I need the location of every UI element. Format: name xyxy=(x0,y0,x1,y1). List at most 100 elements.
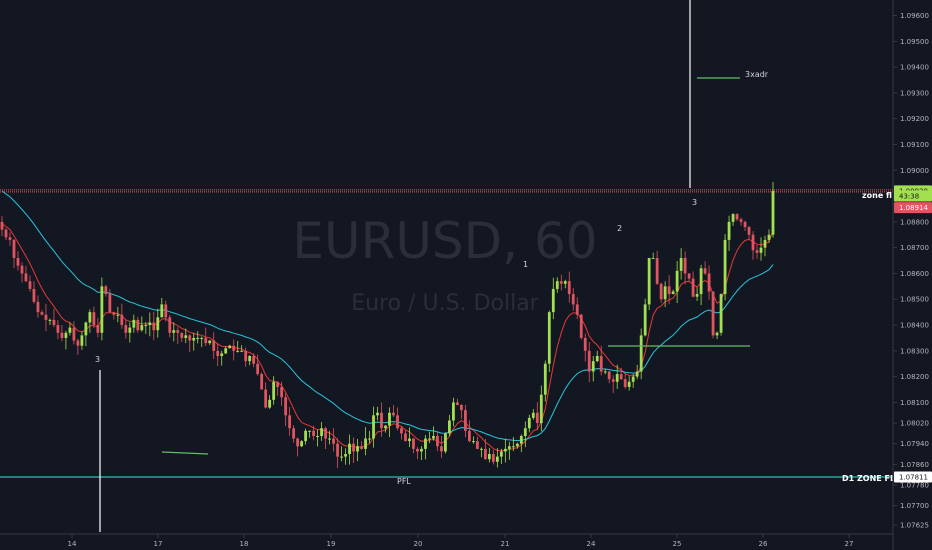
candle-body xyxy=(176,330,180,333)
candle-body xyxy=(539,394,543,424)
candle-body xyxy=(771,190,775,235)
candle-body xyxy=(128,327,132,333)
candle-body xyxy=(503,448,507,452)
candle-body xyxy=(475,441,479,449)
price-tick-label: 1.09400 xyxy=(900,64,929,72)
price-tick-label: 1.07860 xyxy=(900,461,929,469)
candle-body xyxy=(611,379,615,382)
candle-body xyxy=(236,350,240,352)
candle-body xyxy=(727,221,731,240)
candle-body xyxy=(607,371,611,380)
candle-body xyxy=(575,304,579,315)
candle-body xyxy=(747,227,751,235)
candle-body xyxy=(511,446,515,448)
label-wave-2: 2 xyxy=(617,224,622,233)
candle-body xyxy=(408,438,411,442)
drawings[interactable] xyxy=(99,0,750,532)
price-tick-label: 1.09500 xyxy=(900,38,929,46)
candle-body xyxy=(695,294,699,297)
candle-body xyxy=(88,312,92,323)
candle-body xyxy=(244,350,248,362)
candle-body xyxy=(324,428,327,439)
watermark-description: Euro / U.S. Dollar xyxy=(351,291,539,316)
candle-body xyxy=(495,456,499,462)
candle-body xyxy=(471,441,475,443)
candle-body xyxy=(140,325,144,331)
candle-body xyxy=(196,337,200,339)
candle-body xyxy=(739,219,743,222)
candle-body xyxy=(356,446,359,452)
label-d1-zone-flip: D1 ZONE FLIP xyxy=(842,474,904,483)
price-axis-panel[interactable] xyxy=(893,0,932,550)
candle-body xyxy=(595,356,599,362)
green-line-left[interactable] xyxy=(161,451,209,455)
candle-body xyxy=(148,322,152,326)
watermark-symbol: EURUSD, 60 xyxy=(292,212,597,270)
candle-body xyxy=(376,412,379,416)
candle-body xyxy=(280,386,284,398)
candle-body xyxy=(60,332,64,338)
candle-body xyxy=(683,257,687,274)
candle-body xyxy=(112,312,116,315)
candle-body xyxy=(392,412,395,416)
candle-body xyxy=(767,234,771,240)
candle-body xyxy=(164,304,168,318)
candle-body xyxy=(591,361,595,372)
candle-body xyxy=(100,286,104,333)
candle-body xyxy=(675,270,679,292)
candle-body xyxy=(567,281,571,295)
candle-body xyxy=(467,430,471,442)
candle-body xyxy=(120,314,124,326)
candle-body xyxy=(531,412,535,418)
candle-body xyxy=(491,454,495,462)
price-tag-label: 43:38 xyxy=(899,193,919,201)
label-3xadr: 3xadr xyxy=(745,70,769,79)
candle-body xyxy=(24,273,28,282)
candle-body xyxy=(547,312,551,364)
ema-slow-line xyxy=(1,190,774,442)
candle-body xyxy=(304,430,308,442)
candle-body xyxy=(639,335,643,372)
moving-averages xyxy=(1,190,774,452)
candle-body xyxy=(292,428,296,439)
time-tick-label: 21 xyxy=(501,540,510,548)
candle-body xyxy=(623,379,627,387)
candle-body xyxy=(487,454,491,460)
candle-body xyxy=(651,257,655,259)
candle-body xyxy=(228,345,232,349)
candle-body xyxy=(691,278,695,297)
levels[interactable] xyxy=(0,189,893,478)
candle-body xyxy=(20,265,24,274)
time-axis[interactable]: 14 17 18 19 20 21 24 25 26 27 xyxy=(68,534,854,548)
candles[interactable] xyxy=(0,181,775,468)
candle-body xyxy=(188,335,192,341)
candle-body xyxy=(168,317,172,333)
price-axis[interactable]: 1.09600 1.09500 1.09400 1.09300 1.09200 1.091… xyxy=(893,12,929,529)
price-tick-label: 1.07700 xyxy=(900,502,929,510)
candle-body xyxy=(463,410,467,431)
candle-body xyxy=(300,441,304,447)
candle-body xyxy=(615,374,619,382)
candle-body xyxy=(647,257,651,305)
candle-body xyxy=(4,229,8,238)
candle-body xyxy=(448,420,451,434)
candle-body xyxy=(587,350,591,372)
candle-body xyxy=(92,312,96,326)
candle-body xyxy=(432,435,435,439)
candle-body xyxy=(519,435,523,444)
price-tick-label: 1.09300 xyxy=(900,89,929,97)
candle-body xyxy=(316,435,319,437)
candle-body xyxy=(352,443,355,452)
time-tick-label: 17 xyxy=(154,540,163,548)
candle-body xyxy=(416,448,419,452)
price-tick-label: 1.08500 xyxy=(900,296,929,304)
candle-body xyxy=(563,281,567,284)
candle-body xyxy=(515,443,519,447)
candle-body xyxy=(288,415,292,429)
price-tick-label: 1.09100 xyxy=(900,141,929,149)
price-tick-label: 1.09600 xyxy=(900,12,929,20)
label-zone-flip: zone flip xyxy=(862,191,901,200)
candle-body xyxy=(308,430,312,432)
candle-body xyxy=(483,448,487,460)
